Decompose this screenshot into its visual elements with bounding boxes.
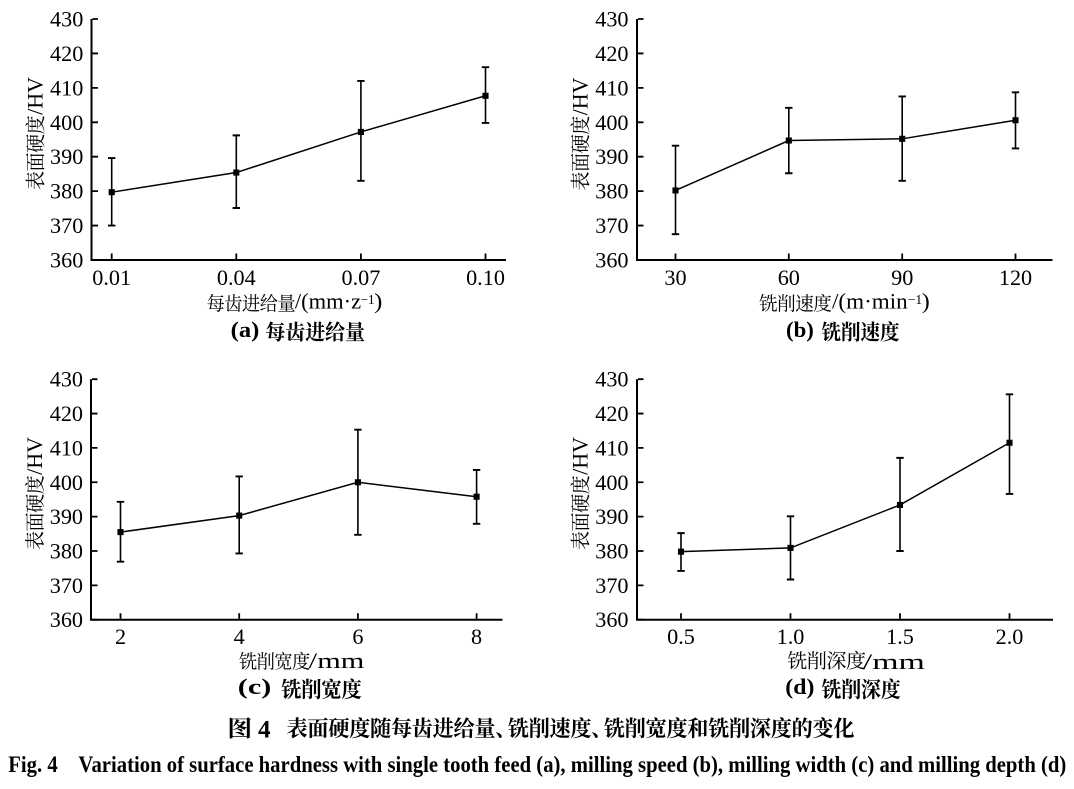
svg-text:(c): (c) <box>238 674 271 699</box>
svg-text:370: 370 <box>595 573 628 598</box>
svg-text:390: 390 <box>50 144 83 169</box>
svg-text:360: 360 <box>595 607 628 632</box>
svg-text:0.10: 0.10 <box>466 265 505 290</box>
svg-text:370: 370 <box>50 573 83 598</box>
svg-text:−1: −1 <box>361 292 375 307</box>
svg-text:−1: −1 <box>908 292 922 307</box>
svg-text:410: 410 <box>595 435 628 460</box>
svg-text:/(m·min: /(m·min <box>832 288 908 313</box>
svg-text:380: 380 <box>595 538 628 563</box>
svg-text:0.01: 0.01 <box>92 265 131 290</box>
svg-text:420: 420 <box>50 401 83 426</box>
svg-text:0.5: 0.5 <box>667 624 695 649</box>
svg-text:400: 400 <box>595 110 628 135</box>
svg-text:/mm: /mm <box>863 649 925 674</box>
svg-text:400: 400 <box>50 470 83 495</box>
svg-text:120: 120 <box>999 265 1032 290</box>
svg-text:1.0: 1.0 <box>777 624 805 649</box>
svg-text:): ) <box>374 288 382 313</box>
svg-text:4: 4 <box>234 624 245 649</box>
svg-text:370: 370 <box>595 213 628 238</box>
svg-text:/HV: /HV <box>567 437 592 475</box>
svg-text:430: 430 <box>595 7 628 32</box>
svg-text:430: 430 <box>595 367 628 392</box>
svg-text:410: 410 <box>50 435 83 460</box>
svg-text:2.0: 2.0 <box>996 624 1024 649</box>
svg-text:390: 390 <box>50 504 83 529</box>
svg-text:/HV: /HV <box>567 77 592 115</box>
svg-text:8: 8 <box>471 624 482 649</box>
svg-text:Fig. 4 Variation of surface: Fig. 4 Variation of surface hardness wit… <box>8 752 1066 778</box>
svg-text:/HV: /HV <box>22 77 47 115</box>
svg-text:6: 6 <box>352 624 363 649</box>
svg-text:410: 410 <box>50 75 83 100</box>
svg-text:400: 400 <box>595 470 628 495</box>
svg-text:420: 420 <box>595 401 628 426</box>
svg-text:60: 60 <box>778 265 800 290</box>
svg-text:0.07: 0.07 <box>341 265 380 290</box>
svg-text:/(mm·z: /(mm·z <box>295 288 361 313</box>
svg-text:360: 360 <box>595 248 628 273</box>
svg-text:380: 380 <box>50 179 83 204</box>
svg-text:2: 2 <box>115 624 126 649</box>
svg-text:(b): (b) <box>786 317 814 342</box>
svg-text:430: 430 <box>50 367 83 392</box>
svg-text:390: 390 <box>595 144 628 169</box>
svg-text:): ) <box>922 288 930 313</box>
svg-text:/mm: /mm <box>309 648 364 673</box>
svg-text:30: 30 <box>664 265 686 290</box>
svg-text:90: 90 <box>891 265 913 290</box>
svg-text:420: 420 <box>595 41 628 66</box>
svg-text:360: 360 <box>50 607 83 632</box>
svg-text:430: 430 <box>50 7 83 32</box>
svg-text:380: 380 <box>595 179 628 204</box>
svg-text:380: 380 <box>50 538 83 563</box>
svg-text:410: 410 <box>595 75 628 100</box>
svg-text:4: 4 <box>258 716 271 743</box>
svg-text:(d): (d) <box>785 674 814 699</box>
svg-text:/HV: /HV <box>22 437 47 475</box>
svg-text:420: 420 <box>50 41 83 66</box>
svg-text:1.5: 1.5 <box>886 624 914 649</box>
svg-text:370: 370 <box>50 213 83 238</box>
svg-text:0.04: 0.04 <box>217 265 256 290</box>
svg-text:360: 360 <box>50 248 83 273</box>
svg-text:390: 390 <box>595 504 628 529</box>
svg-text:(a): (a) <box>231 317 260 342</box>
svg-text:400: 400 <box>50 110 83 135</box>
